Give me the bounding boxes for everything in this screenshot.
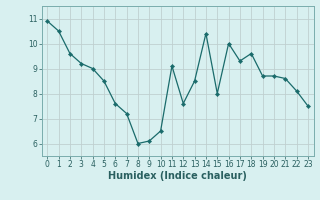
X-axis label: Humidex (Indice chaleur): Humidex (Indice chaleur) (108, 171, 247, 181)
